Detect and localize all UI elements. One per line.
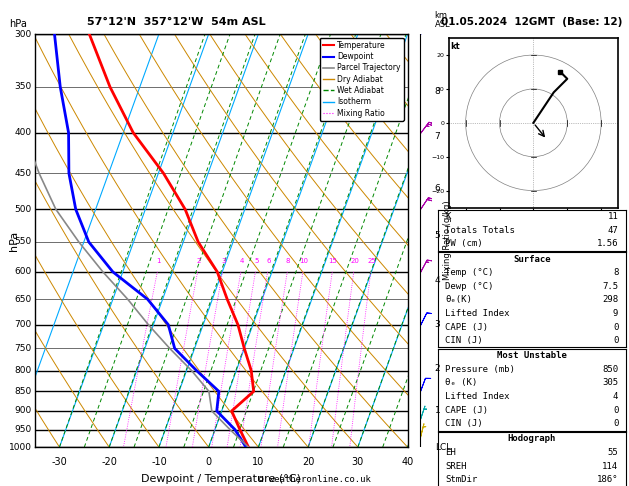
Text: 25: 25 bbox=[367, 258, 376, 263]
Text: CAPE (J): CAPE (J) bbox=[445, 406, 488, 415]
Text: 10: 10 bbox=[299, 258, 308, 263]
Text: Lifted Index: Lifted Index bbox=[445, 309, 510, 318]
Text: km
ASL: km ASL bbox=[435, 11, 450, 29]
Text: 186°: 186° bbox=[597, 475, 618, 484]
Text: 900: 900 bbox=[14, 406, 31, 416]
Text: 0: 0 bbox=[613, 419, 618, 428]
Text: Dewp (°C): Dewp (°C) bbox=[445, 282, 494, 291]
Text: 0: 0 bbox=[613, 336, 618, 345]
Text: 9: 9 bbox=[613, 309, 618, 318]
Text: 57°12'N  357°12'W  54m ASL: 57°12'N 357°12'W 54m ASL bbox=[87, 17, 265, 27]
Text: hPa: hPa bbox=[9, 230, 19, 251]
Text: 7: 7 bbox=[435, 133, 440, 141]
Text: 0: 0 bbox=[613, 406, 618, 415]
Text: EH: EH bbox=[445, 448, 456, 457]
Text: 10: 10 bbox=[252, 457, 265, 468]
Text: 300: 300 bbox=[14, 30, 31, 38]
Text: 2: 2 bbox=[196, 258, 201, 263]
Text: 550: 550 bbox=[14, 238, 31, 246]
Text: 11: 11 bbox=[608, 212, 618, 221]
Text: 450: 450 bbox=[14, 169, 31, 178]
Text: 47: 47 bbox=[608, 226, 618, 235]
Text: 400: 400 bbox=[14, 128, 31, 137]
Text: 8: 8 bbox=[435, 87, 440, 96]
Text: 800: 800 bbox=[14, 366, 31, 375]
Text: -10: -10 bbox=[151, 457, 167, 468]
Text: 0: 0 bbox=[206, 457, 212, 468]
Text: 40: 40 bbox=[401, 457, 414, 468]
Text: CIN (J): CIN (J) bbox=[445, 419, 483, 428]
Text: 15: 15 bbox=[328, 258, 338, 263]
Text: kt: kt bbox=[450, 41, 460, 51]
Text: Surface: Surface bbox=[513, 255, 550, 263]
Text: © weatheronline.co.uk: © weatheronline.co.uk bbox=[258, 474, 371, 484]
Text: 3: 3 bbox=[221, 258, 226, 263]
Text: 650: 650 bbox=[14, 295, 31, 304]
Text: 01.05.2024  12GMT  (Base: 12): 01.05.2024 12GMT (Base: 12) bbox=[441, 17, 623, 27]
Text: 1000: 1000 bbox=[9, 443, 31, 451]
Text: 4: 4 bbox=[435, 276, 440, 285]
Text: 1.56: 1.56 bbox=[597, 240, 618, 248]
Text: 4: 4 bbox=[613, 392, 618, 401]
Text: 55: 55 bbox=[608, 448, 618, 457]
Text: Dewpoint / Temperature (°C): Dewpoint / Temperature (°C) bbox=[141, 474, 301, 484]
Text: StmDir: StmDir bbox=[445, 475, 477, 484]
Text: 305: 305 bbox=[602, 379, 618, 387]
Text: 20: 20 bbox=[302, 457, 314, 468]
Text: θₑ(K): θₑ(K) bbox=[445, 295, 472, 304]
Text: 20: 20 bbox=[350, 258, 359, 263]
Text: 6: 6 bbox=[435, 184, 440, 192]
Text: SREH: SREH bbox=[445, 462, 467, 470]
Text: 8: 8 bbox=[613, 268, 618, 277]
Text: -20: -20 bbox=[101, 457, 117, 468]
Text: 7.5: 7.5 bbox=[602, 282, 618, 291]
Text: 1: 1 bbox=[435, 406, 440, 416]
Text: 114: 114 bbox=[602, 462, 618, 470]
Text: hPa: hPa bbox=[9, 19, 27, 29]
Text: Pressure (mb): Pressure (mb) bbox=[445, 365, 515, 374]
Text: 3: 3 bbox=[435, 320, 440, 329]
Text: 6: 6 bbox=[266, 258, 270, 263]
Text: 8: 8 bbox=[286, 258, 291, 263]
Text: θₑ (K): θₑ (K) bbox=[445, 379, 477, 387]
Text: 850: 850 bbox=[14, 387, 31, 396]
Text: 500: 500 bbox=[14, 205, 31, 214]
Text: Temp (°C): Temp (°C) bbox=[445, 268, 494, 277]
Text: 2: 2 bbox=[435, 364, 440, 373]
Text: 4: 4 bbox=[240, 258, 244, 263]
Text: K: K bbox=[445, 212, 451, 221]
Text: -30: -30 bbox=[52, 457, 67, 468]
Text: Totals Totals: Totals Totals bbox=[445, 226, 515, 235]
Text: Mixing Ratio (g/kg): Mixing Ratio (g/kg) bbox=[443, 201, 452, 280]
Text: 350: 350 bbox=[14, 83, 31, 91]
Text: 1: 1 bbox=[156, 258, 160, 263]
Text: 600: 600 bbox=[14, 267, 31, 277]
Text: 5: 5 bbox=[254, 258, 259, 263]
Text: 750: 750 bbox=[14, 344, 31, 353]
Text: 700: 700 bbox=[14, 320, 31, 329]
Text: 5: 5 bbox=[435, 231, 440, 240]
Text: LCL: LCL bbox=[435, 443, 451, 451]
Text: 950: 950 bbox=[14, 425, 31, 434]
Text: CIN (J): CIN (J) bbox=[445, 336, 483, 345]
Text: Most Unstable: Most Unstable bbox=[497, 351, 567, 360]
Text: 850: 850 bbox=[602, 365, 618, 374]
Text: PW (cm): PW (cm) bbox=[445, 240, 483, 248]
Text: 0: 0 bbox=[613, 323, 618, 331]
Text: Hodograph: Hodograph bbox=[508, 434, 556, 443]
Text: 298: 298 bbox=[602, 295, 618, 304]
Text: 30: 30 bbox=[352, 457, 364, 468]
Text: Lifted Index: Lifted Index bbox=[445, 392, 510, 401]
Text: CAPE (J): CAPE (J) bbox=[445, 323, 488, 331]
Legend: Temperature, Dewpoint, Parcel Trajectory, Dry Adiabat, Wet Adiabat, Isotherm, Mi: Temperature, Dewpoint, Parcel Trajectory… bbox=[320, 38, 404, 121]
